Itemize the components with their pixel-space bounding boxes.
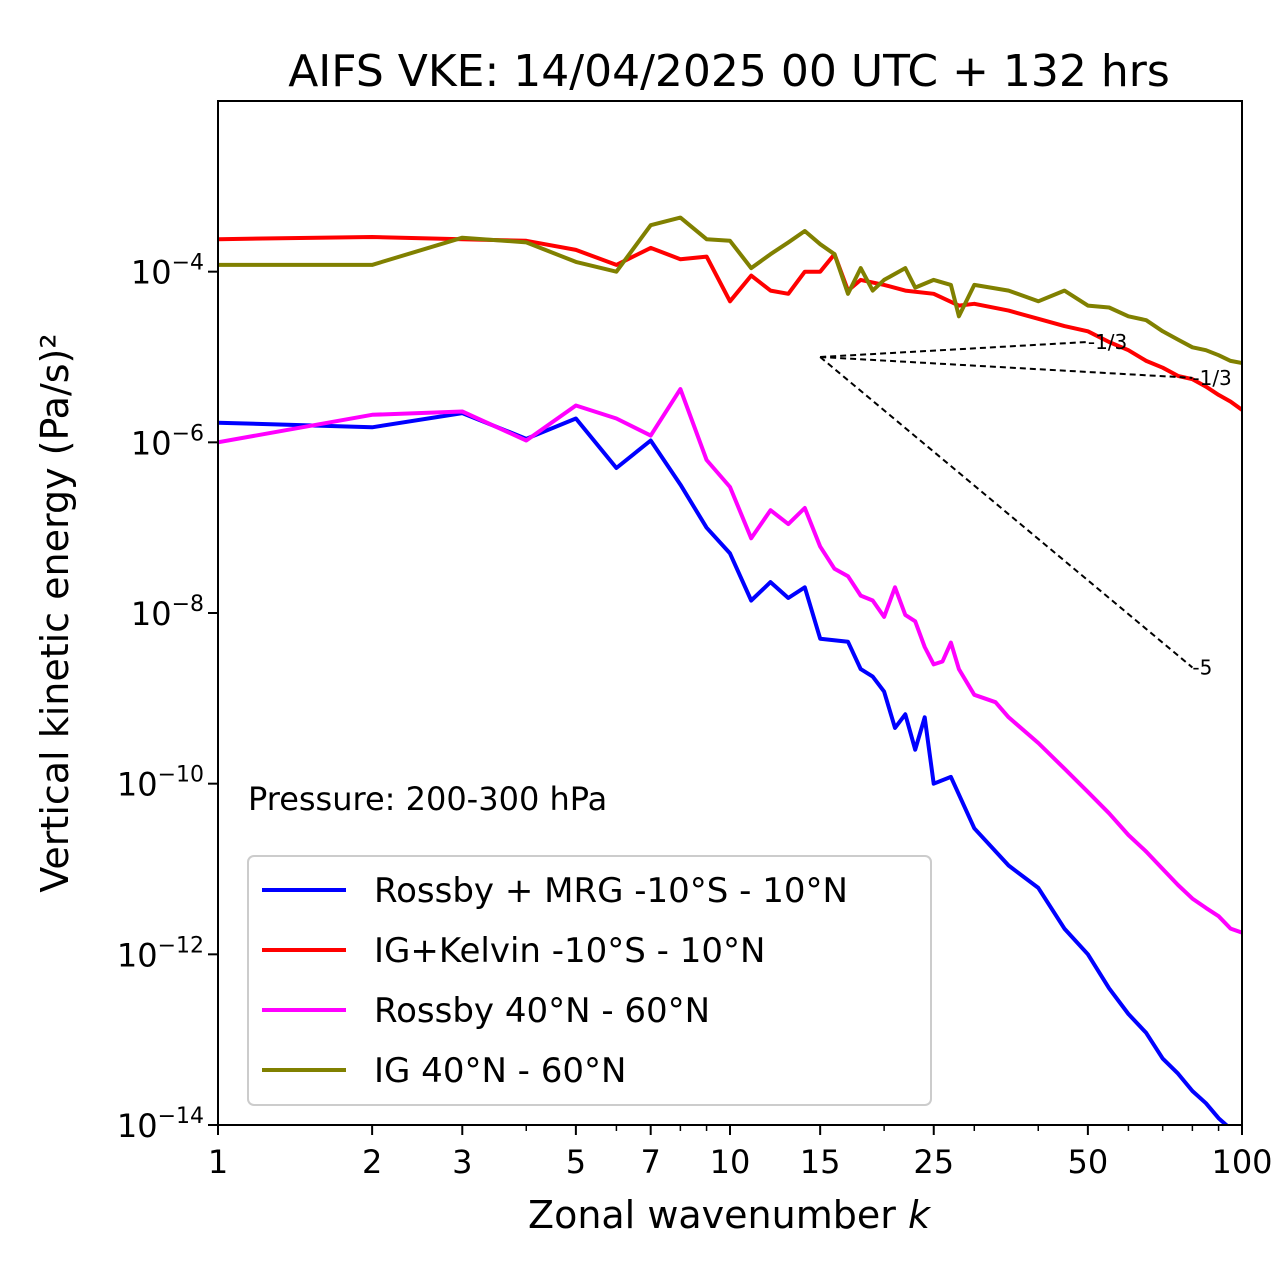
x-tick-label: 25 [913,1143,954,1181]
series-line-4 [218,215,1242,365]
x-tick-label: 3 [452,1143,472,1181]
x-tick-label: 7 [641,1143,661,1181]
reference-line-label: -5 [1192,655,1212,679]
x-tick-label: 1 [208,1143,228,1181]
legend-box [247,855,932,1106]
series-line-1 [218,411,1230,1125]
y-tick-label: 10−10 [117,763,204,804]
reference-line-2 [820,356,1193,379]
reference-lines: -1/3 -1/3 -5 [819,330,1232,679]
reference-line-1 [820,340,1088,358]
y-tick-label: 10−4 [131,251,204,292]
x-axis-label: Zonal wavenumber k [528,1193,932,1237]
x-tick-label: 10 [710,1143,751,1181]
legend-label: Rossby 40°N - 60°N [374,991,710,1031]
x-axis-ticks: 1 2 3 5 7 10 15 25 50 100 [208,1125,1273,1181]
y-tick-label: 10−12 [117,933,204,974]
series-layer [218,215,1242,1125]
x-tick-label: 2 [362,1143,382,1181]
y-tick-label: 10−6 [131,421,204,462]
legend-label: IG+Kelvin -10°S - 10°N [374,931,765,971]
legend-label: IG 40°N - 60°N [374,1051,626,1091]
x-tick-label: 100 [1211,1143,1272,1181]
x-tick-label: 5 [566,1143,586,1181]
y-axis-label: Vertical kinetic energy (Pa/s)² [33,333,77,892]
legend-label: Rossby + MRG -10°S - 10°N [374,871,848,911]
y-tick-label: 10−8 [131,592,204,633]
x-tick-label: 50 [1068,1143,1109,1181]
reference-line-label: -1/3 [1088,330,1127,354]
legend: Rossby + MRG -10°S - 10°N IG+Kelvin -10°S… [247,855,932,1106]
series-line-2 [218,235,1242,412]
y-axis-ticks: 10−4 10−6 10−8 10−10 10−12 10−14 [117,251,218,1145]
x-tick-label: 15 [800,1143,841,1181]
y-tick-label: 10−14 [117,1104,204,1145]
pressure-annotation: Pressure: 200-300 hPa [248,780,607,818]
series-line-3 [218,387,1242,935]
reference-line-label: -1/3 [1192,366,1231,390]
reference-line-3 [819,356,1194,669]
chart-title: AIFS VKE: 14/04/2025 00 UTC + 132 hrs [288,46,1170,97]
